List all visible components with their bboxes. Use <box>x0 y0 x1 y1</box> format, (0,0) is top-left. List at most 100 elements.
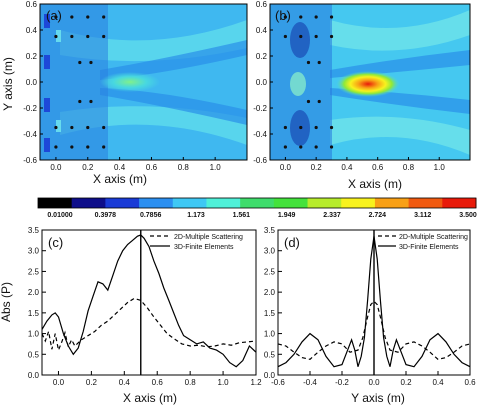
b-y-tick-label-4: -0.2 <box>253 104 267 113</box>
plot-frame-c <box>41 229 257 376</box>
b-scatterer-dot <box>329 15 334 19</box>
colorbar-cell-2 <box>105 198 140 208</box>
legend-label-c-1: 3D-Finite Elements <box>174 244 234 251</box>
colorbar-label-7: 2.724 <box>369 212 387 219</box>
y-axis-label-a: Y axis (m) <box>1 57 15 111</box>
d-series-line-1 <box>277 236 471 368</box>
b-x-tick-label-0: 0.0 <box>280 163 292 172</box>
panel-c: 0.0 0.2 0.4 0.6 0.8 1.0 1.2 0.0 0.5 1.0 1.5 2.0 2.5 3… <box>0 226 262 405</box>
d-y-tick-label-4: 2.0 <box>264 288 276 297</box>
d-y-tick-label-3: 1.5 <box>264 309 276 318</box>
a-scatterer-dot <box>78 99 82 104</box>
colorbar-label-3: 1.173 <box>187 212 205 219</box>
a-x-tick-label-0: 0.0 <box>50 163 62 172</box>
b-x-tick-label-2: 0.4 <box>341 163 353 172</box>
b-scatterer-dot <box>314 15 318 19</box>
a-scatterer-dot <box>70 125 74 130</box>
c-x-tick-label-1: 0.2 <box>86 378 98 387</box>
heatmap-b-field <box>270 4 470 160</box>
colorbar-cell-4 <box>172 198 207 208</box>
b-y-tick-label-0: 0.6 <box>256 0 268 9</box>
a-x-tick-label-3: 0.6 <box>146 163 158 172</box>
b-x-tick-label-4: 0.8 <box>403 163 415 172</box>
c-series-line-1 <box>41 234 257 368</box>
a-x-tick-label-4: 0.8 <box>178 163 190 172</box>
b-x-tick-label-1: 0.2 <box>311 163 323 172</box>
legend-d: 2D-Multiple Scattering 3D-Finite Element… <box>378 234 468 251</box>
c-y-tick-label-4: 2.0 <box>28 288 40 297</box>
a-scatterer-dot <box>102 34 106 39</box>
plot-area-d: -0.6 -0.4 -0.2 0.0 0.2 0.4 0.6 0.0 0.5 1.0 1.5 2.0 2… <box>264 226 476 387</box>
colorbar-label-1: 0.3978 <box>95 212 117 219</box>
axis-ticks-a: 0.0 0.2 0.4 0.6 0.8 1.0 0.6 0.4 0.2 0.0 -0.2 -0.4 -0… <box>23 0 221 172</box>
colorbar-cell-5 <box>206 198 241 208</box>
b-scatterer-dot <box>329 34 334 39</box>
scatterer-dots-a <box>54 15 106 149</box>
a-scatterer-dot <box>54 145 58 149</box>
b-scatterer-dot <box>329 145 334 149</box>
a-scatterer-dot <box>86 15 90 19</box>
colorbar-label-4: 1.561 <box>233 212 251 219</box>
b-scatterer-dot <box>306 99 311 104</box>
c-y-tick-label-6: 3.0 <box>28 247 40 256</box>
a-scatterer-dot <box>70 15 74 19</box>
b-scatterer-dot <box>299 145 303 149</box>
b-y-tick-label-3: 0.0 <box>256 78 268 87</box>
a-scatterer-dot <box>86 125 90 130</box>
c-y-tick-label-3: 1.5 <box>28 309 40 318</box>
b-scatterer-dot <box>299 15 303 19</box>
a-y-tick-label-5: -0.4 <box>23 130 37 139</box>
a-x-tick-label-5: 1.0 <box>210 163 222 172</box>
a-scatterer-dot <box>102 125 106 130</box>
colorbar-cell-3 <box>139 198 174 208</box>
b-scatterer-dot <box>283 125 287 130</box>
panel-b: (b) 0.0 0.2 0.4 0.6 0.8 1.0 0.6 0.4 0.2 0.0 -0.2 -0… <box>253 0 471 191</box>
colorbar-cell-7 <box>273 198 309 208</box>
c-x-tick-label-4: 0.8 <box>185 378 197 387</box>
b-scatterer-dot <box>283 34 287 39</box>
b-scatterer-dot <box>283 145 287 149</box>
legend-label-d-1: 3D-Finite Elements <box>399 244 459 251</box>
a-y-tick-label-2: 0.2 <box>26 52 38 61</box>
colorbar-cell-1 <box>71 198 106 208</box>
legend-c: 2D-Multiple Scattering 3D-Finite Element… <box>150 234 243 251</box>
c-x-tick-label-0: 0.0 <box>53 378 65 387</box>
d-y-tick-label-7: 3.5 <box>264 226 276 235</box>
c-x-tick-label-2: 0.4 <box>119 378 131 387</box>
x-axis-label-d: Y axis (m) <box>351 391 405 405</box>
b-scatterer-dot <box>299 125 303 130</box>
c-x-tick-label-6: 1.2 <box>250 378 262 387</box>
d-x-tick-label-3: 0.0 <box>368 378 380 387</box>
scatterer-dots-b <box>283 15 334 149</box>
b-scatterer-dot <box>317 99 321 104</box>
a-scatterer-dot <box>54 34 58 39</box>
d-x-tick-label-1: -0.4 <box>303 378 317 387</box>
a-y-tick-label-6: -0.6 <box>23 156 37 165</box>
colorbar-cells <box>37 197 477 209</box>
colorbar: 0.01000 0.3978 0.7856 1.173 1.561 1.949 2.337 2… <box>37 197 477 219</box>
c-y-tick-label-7: 3.5 <box>28 226 40 235</box>
b-y-tick-label-5: -0.4 <box>253 130 267 139</box>
colorbar-label-5: 1.949 <box>278 212 296 219</box>
a-scatterer-dot <box>102 145 106 149</box>
c-x-tick-label-3: 0.6 <box>152 378 164 387</box>
panel-label-b: (b) <box>275 8 291 23</box>
colorbar-label-0: 0.01000 <box>47 212 72 219</box>
d-x-tick-label-6: 0.6 <box>464 378 476 387</box>
d-y-tick-label-1: 0.5 <box>264 350 276 359</box>
d-y-tick-label-2: 1.0 <box>264 330 276 339</box>
d-series-line-0 <box>277 300 471 360</box>
colorbar-label-9: 3.500 <box>459 212 477 219</box>
c-y-tick-label-5: 2.5 <box>28 267 40 276</box>
x-axis-label-c: X axis (m) <box>123 391 177 405</box>
colorbar-cell-0 <box>38 198 73 208</box>
panel-label-c: (c) <box>48 235 63 250</box>
a-scatterer-dot <box>89 60 93 65</box>
panel-d: -0.6 -0.4 -0.2 0.0 0.2 0.4 0.6 0.0 0.5 1.0 1.5 2.0 2… <box>264 226 476 405</box>
d-y-tick-label-6: 3.0 <box>264 247 276 256</box>
a-scatterer-dot <box>102 15 106 19</box>
colorbar-label-8: 3.112 <box>414 212 431 219</box>
b-scatterer-dot <box>306 60 311 65</box>
d-x-tick-label-4: 0.2 <box>400 378 412 387</box>
